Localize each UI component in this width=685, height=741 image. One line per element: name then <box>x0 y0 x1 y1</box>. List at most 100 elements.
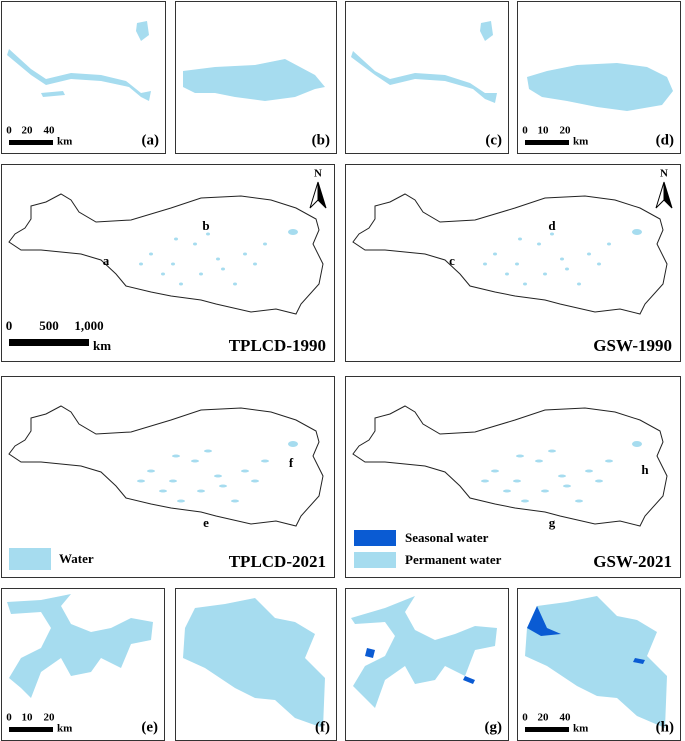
scale-bar <box>525 140 569 145</box>
lake <box>136 21 149 41</box>
map-panel: TPLCD-1990 a b N 0 500 1,000 km <box>1 164 335 362</box>
legend-label: Permanent water <box>405 552 502 567</box>
water-body <box>503 489 511 493</box>
scale-label: 20 <box>538 712 550 724</box>
water-body <box>548 449 556 453</box>
river <box>7 49 151 101</box>
site-label: h <box>641 462 649 477</box>
water-body <box>261 459 269 463</box>
scale-bar <box>9 140 53 145</box>
water-body <box>481 479 489 483</box>
map-panel: GSW-1990 c d N <box>345 164 681 362</box>
plateau-outline <box>8 193 324 315</box>
scale-label: 0 <box>6 712 12 724</box>
scale-label: 20 <box>44 712 56 724</box>
site-label: b <box>202 218 209 233</box>
panel-label: (b) <box>312 132 330 148</box>
scale-label: 0 <box>522 712 528 724</box>
water-body <box>537 242 541 246</box>
map-title: TPLCD-1990 <box>229 336 326 355</box>
scale-label: 40 <box>44 125 56 137</box>
legend-label: Seasonal water <box>405 530 489 545</box>
panel-frame <box>345 164 681 362</box>
lake <box>183 598 325 728</box>
water-body <box>161 272 165 276</box>
water-body <box>169 479 177 483</box>
water-body <box>191 459 199 463</box>
water-body <box>263 242 267 246</box>
lake <box>183 59 325 101</box>
water-body <box>231 499 239 503</box>
scale-label: 20 <box>22 125 34 137</box>
legend-swatch <box>354 530 396 546</box>
panel-frame <box>1 164 335 362</box>
water-body <box>159 489 167 493</box>
water-body <box>219 484 227 488</box>
water-body <box>137 479 145 483</box>
water-body <box>204 449 212 453</box>
water-body <box>233 282 237 286</box>
water-body <box>171 262 175 266</box>
lakes <box>351 596 497 708</box>
water-body <box>149 252 153 256</box>
scale-label: 1,000 <box>74 318 103 333</box>
water-body <box>206 232 210 236</box>
map-panel: GSW-2021 g h Seasonal water Permanent water <box>345 376 681 578</box>
scale-bar <box>9 727 53 732</box>
scale-label: 40 <box>560 712 572 724</box>
water-body <box>535 459 543 463</box>
scale-unit: km <box>57 136 72 148</box>
water-body <box>147 469 155 473</box>
water-body <box>597 262 601 266</box>
water-body <box>605 459 613 463</box>
scale-unit: km <box>57 723 72 735</box>
water-body <box>587 252 591 256</box>
zoom-panel: (f) <box>175 588 337 741</box>
water-body <box>177 499 185 503</box>
scale-label: 500 <box>39 318 59 333</box>
panel-label: (a) <box>142 132 160 148</box>
site-label: f <box>289 455 294 470</box>
legend-swatch <box>9 548 51 570</box>
water-body <box>565 267 569 271</box>
plateau-outline <box>352 193 668 315</box>
water-body <box>288 441 298 447</box>
panel-label: (g) <box>485 719 503 735</box>
water-body <box>172 454 180 458</box>
panel-frame <box>345 376 681 578</box>
water-body <box>493 252 497 256</box>
water-body <box>550 232 554 236</box>
lakes <box>7 594 153 698</box>
panel-frame <box>1 376 335 578</box>
map-title: GSW-1990 <box>593 336 672 355</box>
water-body <box>632 229 642 235</box>
water-body <box>558 474 566 478</box>
plateau-outline <box>8 405 324 527</box>
water-body <box>607 242 611 246</box>
zoom-panel: (c) <box>345 1 509 154</box>
water-body <box>523 282 527 286</box>
north-arrow <box>309 181 319 209</box>
water-body <box>251 479 259 483</box>
zoom-panel: (g) <box>345 588 509 741</box>
water-body <box>253 262 257 266</box>
water-body <box>288 229 298 235</box>
water-body <box>560 257 564 261</box>
water-body <box>193 242 197 246</box>
site-label: c <box>449 253 455 268</box>
map-title: GSW-2021 <box>593 552 672 571</box>
water-body <box>543 272 547 276</box>
scale-bar <box>525 727 569 732</box>
scale-label: 20 <box>560 125 572 137</box>
scale-unit: km <box>93 338 111 353</box>
map-panel: TPLCD-2021 e f Water <box>1 376 335 578</box>
water-body <box>199 272 203 276</box>
water-body <box>575 499 583 503</box>
seasonal <box>527 606 645 664</box>
site-label: a <box>103 253 110 268</box>
